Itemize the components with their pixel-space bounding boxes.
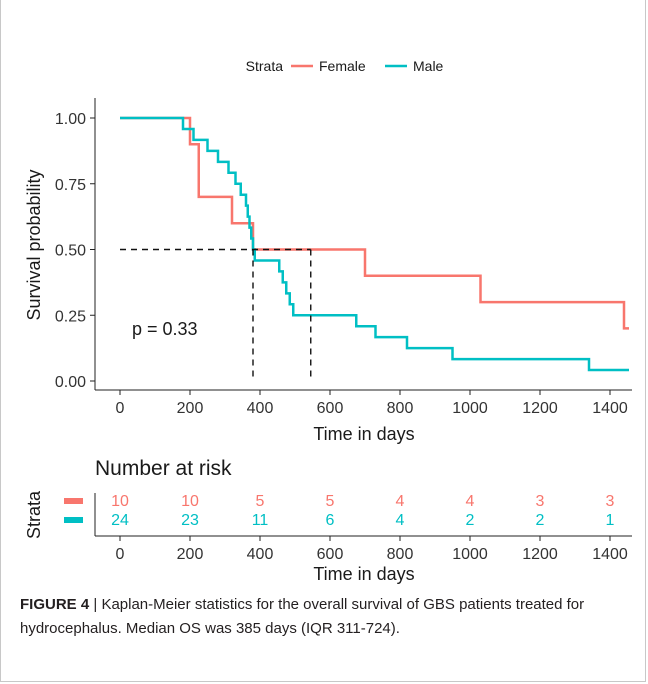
- legend-title: Strata: [246, 58, 284, 74]
- risk-x-axis-ticks: 0 200 400 600 800 1000 1200 1400: [116, 536, 628, 563]
- risk-x-tick-label: 0: [116, 546, 125, 563]
- risk-x-tick-label: 400: [247, 546, 274, 563]
- survival-curves: [120, 116, 629, 372]
- x-tick-label: 200: [177, 400, 204, 417]
- x-axis-ticks: 0 200 400 600 800 1000 1200 1400: [116, 390, 628, 417]
- risk-cell-male: 6: [326, 512, 335, 529]
- x-tick-label: 1200: [522, 400, 558, 417]
- risk-x-tick-label: 200: [177, 546, 204, 563]
- risk-cell-male: 11: [252, 512, 269, 529]
- risk-table-title: Number at risk: [95, 457, 232, 480]
- risk-cell-male: 23: [181, 512, 199, 529]
- risk-cell-male: 2: [466, 512, 475, 529]
- survival-curve-male: [120, 116, 629, 372]
- risk-table-rows: 10 10 5 5 4 4 3 3 24 23 11 6 4 2 2 1: [64, 493, 615, 529]
- y-tick-label: 0.50: [55, 243, 86, 260]
- risk-cell-male: 1: [606, 512, 615, 529]
- x-tick-label: 1400: [592, 400, 628, 417]
- caption-label: FIGURE 4: [20, 596, 90, 613]
- x-axis-label: Time in days: [313, 424, 414, 444]
- risk-x-axis-label: Time in days: [313, 564, 414, 584]
- risk-cell-female: 5: [326, 493, 335, 510]
- survival-curve-female: [120, 116, 629, 330]
- risk-x-tick-label: 1200: [522, 546, 558, 563]
- risk-x-tick-label: 800: [387, 546, 414, 563]
- y-tick-label: 1.00: [55, 111, 86, 128]
- x-tick-label: 1000: [452, 400, 488, 417]
- caption-text: Kaplan-Meier statistics for the overall …: [20, 596, 585, 637]
- x-tick-label: 600: [317, 400, 344, 417]
- risk-cell-female: 3: [606, 493, 615, 510]
- risk-cell-female: 10: [111, 493, 129, 510]
- survival-plot: 0.00 0.25 0.50 0.75 1.00 0 200 400 600 800 1000 12…: [24, 98, 632, 444]
- risk-cell-female: 10: [181, 493, 199, 510]
- legend-label-female: Female: [319, 58, 366, 74]
- x-tick-label: 0: [116, 400, 125, 417]
- caption-separator: |: [93, 596, 98, 613]
- y-tick-label: 0.75: [55, 177, 86, 194]
- risk-x-tick-label: 600: [317, 546, 344, 563]
- y-tick-label: 0.00: [55, 374, 86, 391]
- y-tick-label: 0.25: [55, 308, 86, 325]
- risk-cell-male: 24: [111, 512, 129, 529]
- risk-cell-male: 4: [396, 512, 405, 529]
- legend: Strata Female Male: [246, 58, 444, 74]
- risk-cell-female: 5: [256, 493, 265, 510]
- risk-cell-female: 4: [466, 493, 475, 510]
- risk-x-tick-label: 1000: [452, 546, 488, 563]
- figure-caption: FIGURE 4 | Kaplan-Meier statistics for t…: [20, 593, 630, 641]
- x-tick-label: 400: [247, 400, 274, 417]
- y-axis-label: Survival probability: [24, 169, 44, 320]
- risk-y-axis-label: Strata: [24, 490, 44, 539]
- risk-x-tick-label: 1400: [592, 546, 628, 563]
- legend-label-male: Male: [413, 58, 444, 74]
- risk-cell-female: 3: [536, 493, 545, 510]
- x-tick-label: 800: [387, 400, 414, 417]
- risk-cell-female: 4: [396, 493, 405, 510]
- risk-table: Number at risk 10 10 5 5 4 4 3 3 24 23 11 6 4 2 2 1 0 20…: [24, 457, 632, 584]
- risk-cell-male: 2: [536, 512, 545, 529]
- y-axis-ticks: 0.00 0.25 0.50 0.75 1.00: [55, 111, 95, 391]
- p-value-annotation: p = 0.33: [132, 319, 198, 339]
- median-lines: [120, 248, 312, 381]
- km-figure: Strata Female Male 0.00 0.25 0.50 0.75 1.00 …: [24, 58, 632, 584]
